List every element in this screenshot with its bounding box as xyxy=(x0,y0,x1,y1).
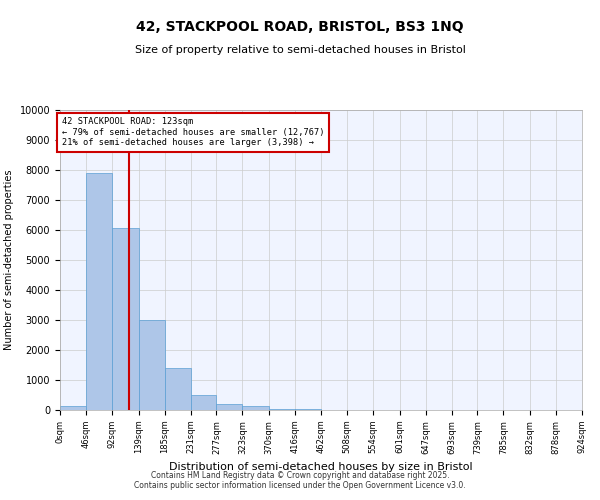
Bar xyxy=(60,406,86,410)
Text: Size of property relative to semi-detached houses in Bristol: Size of property relative to semi-detach… xyxy=(134,45,466,55)
Y-axis label: Number of semi-detached properties: Number of semi-detached properties xyxy=(4,170,14,350)
Bar xyxy=(242,406,269,410)
Text: 42, STACKPOOL ROAD, BRISTOL, BS3 1NQ: 42, STACKPOOL ROAD, BRISTOL, BS3 1NQ xyxy=(136,20,464,34)
Bar xyxy=(191,395,217,410)
Bar xyxy=(269,408,295,410)
Bar xyxy=(86,173,112,410)
Bar xyxy=(112,228,139,410)
Text: Contains HM Land Registry data © Crown copyright and database right 2025.
Contai: Contains HM Land Registry data © Crown c… xyxy=(134,470,466,490)
Bar xyxy=(217,404,242,410)
Bar xyxy=(164,368,191,410)
Bar xyxy=(139,320,164,410)
X-axis label: Distribution of semi-detached houses by size in Bristol: Distribution of semi-detached houses by … xyxy=(169,462,473,472)
Text: 42 STACKPOOL ROAD: 123sqm
← 79% of semi-detached houses are smaller (12,767)
21%: 42 STACKPOOL ROAD: 123sqm ← 79% of semi-… xyxy=(62,118,324,148)
Bar xyxy=(295,409,321,410)
